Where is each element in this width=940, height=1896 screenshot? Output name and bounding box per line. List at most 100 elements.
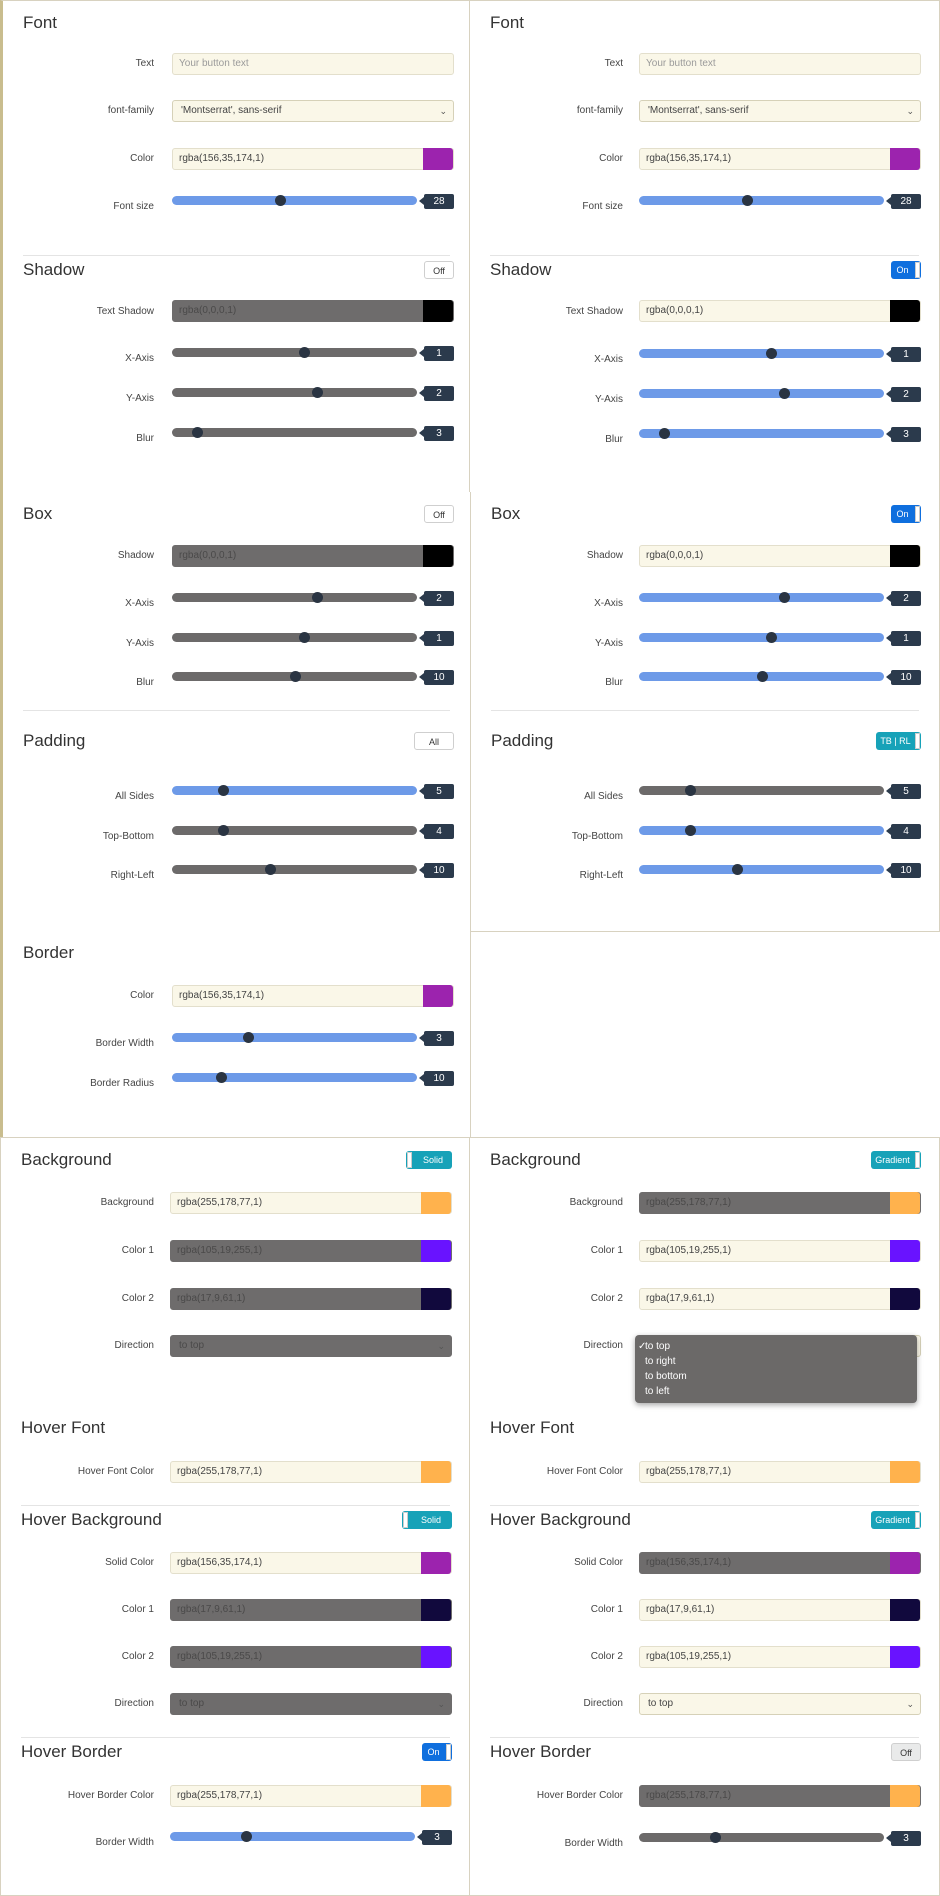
color-swatch[interactable] — [421, 1461, 451, 1483]
hover-solid-color-input[interactable]: rgba(156,35,174,1) — [639, 1552, 921, 1574]
color-swatch[interactable] — [421, 1785, 451, 1807]
box-blur-slider[interactable] — [639, 671, 884, 682]
background-color-input[interactable]: rgba(255,178,77,1) — [639, 1192, 921, 1214]
color-swatch[interactable] — [890, 1192, 920, 1214]
gradient-color-1-input[interactable]: rgba(105,19,255,1) — [639, 1240, 921, 1262]
hover-border-toggle[interactable]: On — [422, 1743, 452, 1761]
hover-gradient-color-2-input[interactable]: rgba(105,19,255,1) — [639, 1646, 921, 1668]
text-shadow-color-input[interactable]: rgba(0,0,0,1) — [172, 300, 454, 322]
color-swatch[interactable] — [423, 148, 453, 170]
color-swatch[interactable] — [423, 985, 453, 1007]
toggle-handle[interactable] — [403, 1512, 408, 1528]
background-mode-toggle[interactable]: Solid — [406, 1151, 452, 1169]
toggle-handle[interactable] — [915, 262, 920, 278]
toggle-handle[interactable] — [915, 733, 920, 749]
color-swatch[interactable] — [890, 300, 920, 322]
hover-border-width-slider[interactable] — [639, 1832, 884, 1843]
slider-thumb[interactable] — [311, 592, 323, 603]
box-shadow-color-input[interactable]: rgba(0,0,0,1) — [639, 545, 921, 567]
hover-gradient-direction-select[interactable]: to top ⌄ — [170, 1693, 452, 1715]
box-shadow-color-input[interactable]: rgba(0,0,0,1) — [172, 545, 454, 567]
padding-rl-slider[interactable] — [639, 864, 884, 875]
color-swatch[interactable] — [890, 1552, 920, 1574]
slider-thumb[interactable] — [685, 825, 697, 836]
font-family-select[interactable]: 'Montserrat', sans-serif ⌄ — [639, 100, 921, 122]
hover-border-toggle[interactable]: Off — [891, 1743, 921, 1761]
border-color-input[interactable]: rgba(156,35,174,1) — [172, 985, 454, 1007]
font-family-select[interactable]: 'Montserrat', sans-serif ⌄ — [172, 100, 454, 122]
slider-thumb[interactable] — [299, 632, 311, 643]
hover-font-color-input[interactable]: rgba(255,178,77,1) — [639, 1461, 921, 1483]
box-x-slider[interactable] — [639, 592, 884, 603]
text-shadow-color-input[interactable]: rgba(0,0,0,1) — [639, 300, 921, 322]
slider-thumb[interactable] — [685, 785, 697, 796]
hover-font-color-input[interactable]: rgba(255,178,77,1) — [170, 1461, 452, 1483]
slider-thumb[interactable] — [766, 632, 778, 643]
shadow-y-slider[interactable] — [172, 387, 417, 398]
box-shadow-toggle[interactable]: On — [891, 505, 921, 523]
slider-thumb[interactable] — [311, 387, 323, 398]
slider-thumb[interactable] — [218, 785, 230, 796]
color-swatch[interactable] — [421, 1240, 451, 1262]
slider-thumb[interactable] — [658, 428, 670, 439]
color-swatch[interactable] — [423, 300, 453, 322]
border-width-slider[interactable] — [172, 1032, 417, 1043]
color-swatch[interactable] — [890, 148, 920, 170]
padding-all-slider[interactable] — [172, 785, 417, 796]
font-color-input[interactable]: rgba(156,35,174,1) — [639, 148, 921, 170]
padding-tb-slider[interactable] — [172, 825, 417, 836]
padding-all-slider[interactable] — [639, 785, 884, 796]
color-swatch[interactable] — [890, 1240, 920, 1262]
padding-rl-slider[interactable] — [172, 864, 417, 875]
gradient-color-2-input[interactable]: rgba(17,9,61,1) — [170, 1288, 452, 1310]
slider-thumb[interactable] — [265, 864, 276, 875]
hover-gradient-color-1-input[interactable]: rgba(17,9,61,1) — [639, 1599, 921, 1621]
dropdown-option[interactable]: ✓ to top — [635, 1339, 917, 1354]
slider-thumb[interactable] — [732, 864, 743, 875]
hover-solid-color-input[interactable]: rgba(156,35,174,1) — [170, 1552, 452, 1574]
font-color-input[interactable]: rgba(156,35,174,1) — [172, 148, 454, 170]
toggle-handle[interactable] — [915, 1152, 920, 1168]
dropdown-option[interactable]: to bottom — [635, 1369, 917, 1384]
hover-gradient-color-2-input[interactable]: rgba(105,19,255,1) — [170, 1646, 452, 1668]
padding-tb-slider[interactable] — [639, 825, 884, 836]
font-size-slider[interactable] — [639, 195, 884, 206]
dropdown-option[interactable]: to left — [635, 1384, 917, 1399]
shadow-x-slider[interactable] — [639, 348, 884, 359]
toggle-handle[interactable] — [407, 1152, 412, 1168]
slider-thumb[interactable] — [756, 671, 768, 682]
box-y-slider[interactable] — [172, 632, 417, 643]
color-swatch[interactable] — [890, 1461, 920, 1483]
padding-mode-toggle[interactable]: All — [414, 732, 454, 750]
shadow-blur-slider[interactable] — [639, 428, 884, 439]
font-size-slider[interactable] — [172, 195, 417, 206]
slider-thumb[interactable] — [274, 195, 286, 206]
gradient-color-1-input[interactable]: rgba(105,19,255,1) — [170, 1240, 452, 1262]
hover-border-color-input[interactable]: rgba(255,178,77,1) — [639, 1785, 921, 1807]
color-swatch[interactable] — [890, 1785, 920, 1807]
color-swatch[interactable] — [423, 545, 453, 567]
slider-thumb[interactable] — [778, 592, 790, 603]
box-y-slider[interactable] — [639, 632, 884, 643]
padding-mode-toggle[interactable]: TB | RL — [876, 732, 921, 750]
color-swatch[interactable] — [421, 1552, 451, 1574]
hover-border-color-input[interactable]: rgba(255,178,77,1) — [170, 1785, 452, 1807]
slider-thumb[interactable] — [741, 195, 753, 206]
slider-thumb[interactable] — [242, 1032, 254, 1043]
color-swatch[interactable] — [421, 1192, 451, 1214]
shadow-blur-slider[interactable] — [172, 427, 417, 438]
color-swatch[interactable] — [421, 1646, 451, 1668]
slider-thumb[interactable] — [299, 347, 311, 358]
dropdown-option[interactable]: to right — [635, 1354, 917, 1369]
toggle-handle[interactable] — [446, 1744, 451, 1760]
hover-background-mode-toggle[interactable]: Gradient — [871, 1511, 921, 1529]
shadow-x-slider[interactable] — [172, 347, 417, 358]
color-swatch[interactable] — [890, 1288, 920, 1310]
box-blur-slider[interactable] — [172, 671, 417, 682]
toggle-handle[interactable] — [915, 506, 920, 522]
slider-thumb[interactable] — [709, 1832, 721, 1843]
hover-border-width-slider[interactable] — [170, 1831, 415, 1842]
color-swatch[interactable] — [421, 1599, 451, 1621]
slider-thumb[interactable] — [191, 427, 203, 438]
hover-gradient-direction-select[interactable]: to top ⌄ — [639, 1693, 921, 1715]
